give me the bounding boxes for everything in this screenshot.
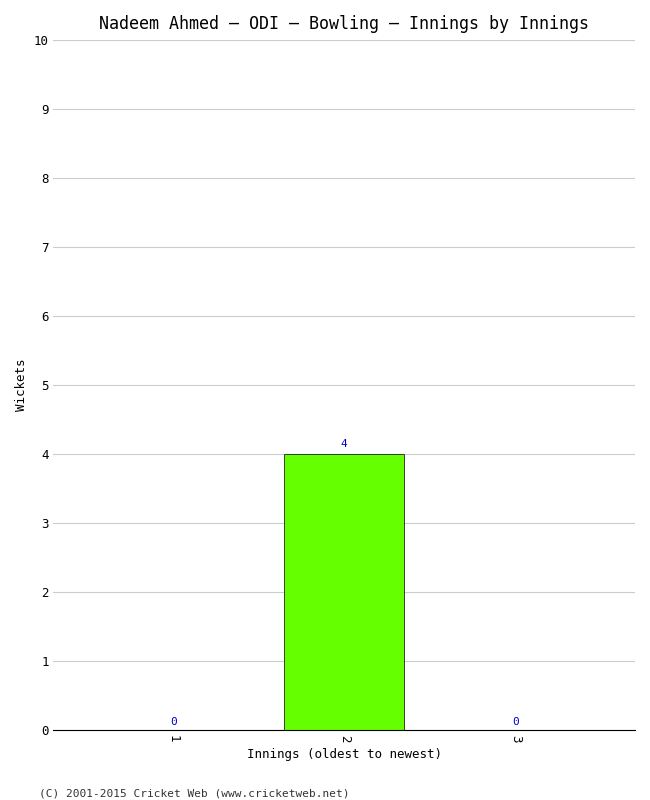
Text: 0: 0: [170, 717, 177, 726]
Title: Nadeem Ahmed – ODI – Bowling – Innings by Innings: Nadeem Ahmed – ODI – Bowling – Innings b…: [99, 15, 589, 33]
Text: (C) 2001-2015 Cricket Web (www.cricketweb.net): (C) 2001-2015 Cricket Web (www.cricketwe…: [39, 788, 350, 798]
Y-axis label: Wickets: Wickets: [15, 359, 28, 411]
Text: 4: 4: [341, 438, 348, 449]
Text: 0: 0: [512, 717, 519, 726]
Bar: [284, 454, 404, 730]
X-axis label: Innings (oldest to newest): Innings (oldest to newest): [247, 748, 442, 761]
